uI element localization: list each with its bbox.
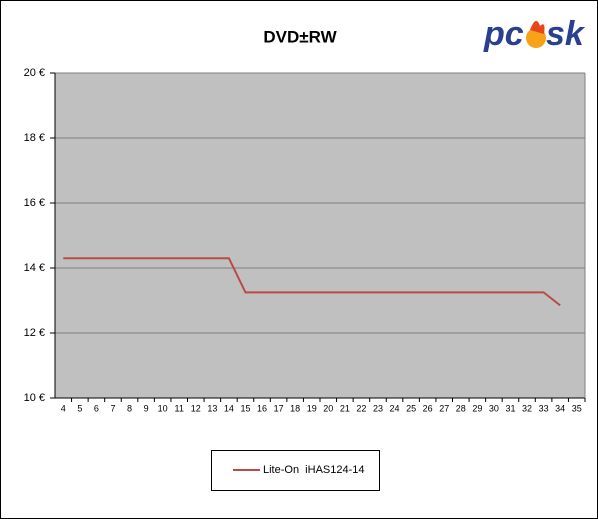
x-tick-label: 35 <box>572 403 582 413</box>
x-tick-label: 31 <box>505 403 515 413</box>
y-tick-label: 14 € <box>24 262 45 274</box>
y-tick-label: 18 € <box>24 132 45 144</box>
x-tick-label: 7 <box>110 403 115 413</box>
x-tick-label: 20 <box>323 403 333 413</box>
x-tick-label: 27 <box>439 403 449 413</box>
x-tick-label: 14 <box>224 403 234 413</box>
x-tick-label: 29 <box>472 403 482 413</box>
x-tick-label: 19 <box>307 403 317 413</box>
x-tick-label: 15 <box>240 403 250 413</box>
x-tick-label: 26 <box>423 403 433 413</box>
x-tick-label: 25 <box>406 403 416 413</box>
x-tick-label: 22 <box>356 403 366 413</box>
x-tick-label: 18 <box>290 403 300 413</box>
legend-label: Lite-On iHAS124-14 <box>263 464 365 476</box>
y-tick-label: 16 € <box>24 197 45 209</box>
x-tick-label: 12 <box>191 403 201 413</box>
x-tick-label: 11 <box>175 403 184 413</box>
x-tick-label: 24 <box>390 403 400 413</box>
y-tick-label: 12 € <box>24 327 45 339</box>
x-tick-label: 28 <box>456 403 466 413</box>
x-tick-label: 9 <box>144 403 149 413</box>
line-series <box>63 257 561 307</box>
x-tick-label: 32 <box>522 403 532 413</box>
x-tick-label: 5 <box>77 403 82 413</box>
y-tick-label: 20 € <box>24 67 45 79</box>
x-tick-label: 4 <box>61 403 66 413</box>
logo-text: sk <box>546 15 586 53</box>
x-tick-label: 33 <box>539 403 549 413</box>
logo-flame <box>530 20 545 34</box>
y-tick-label: 10 € <box>24 392 45 404</box>
x-tick-label: 21 <box>340 403 350 413</box>
x-tick-label: 16 <box>257 403 267 413</box>
x-tick-label: 13 <box>207 403 217 413</box>
chart-title: DVD±RW <box>263 27 337 46</box>
x-tick-label: 17 <box>274 403 284 413</box>
x-tick-label: 10 <box>158 403 168 413</box>
x-tick-label: 34 <box>555 403 565 413</box>
x-tick-label: 8 <box>127 403 132 413</box>
x-tick-label: 6 <box>94 403 99 413</box>
logo-text: pc <box>483 15 524 53</box>
plot-area <box>55 73 585 398</box>
x-tick-label: 23 <box>373 403 383 413</box>
x-tick-label: 30 <box>489 403 499 413</box>
logo: pc sk <box>483 15 586 53</box>
